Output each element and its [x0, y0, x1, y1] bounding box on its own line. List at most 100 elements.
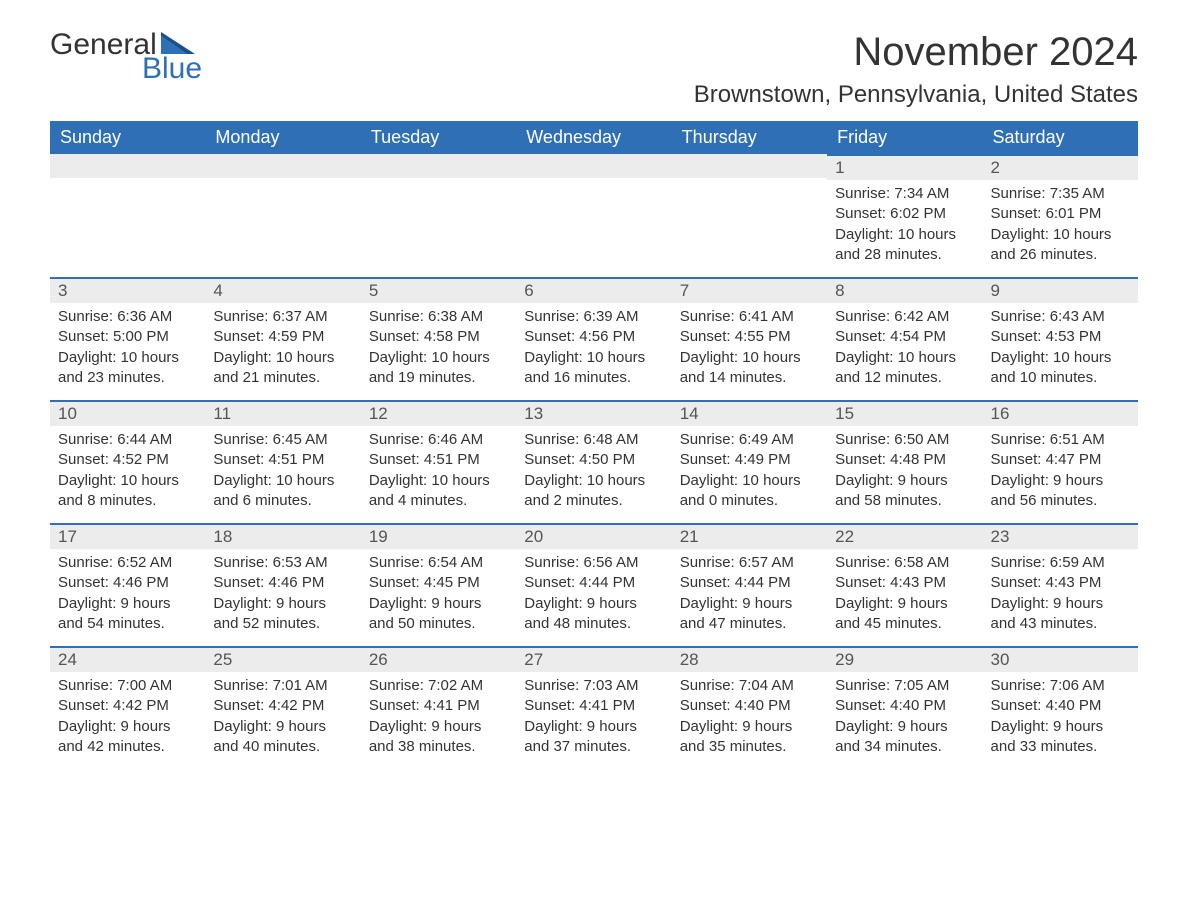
- sunrise-line: Sunrise: 6:38 AM: [369, 307, 508, 327]
- dow-sunday: Sunday: [50, 121, 205, 154]
- daylight-line: Daylight: 9 hours and 43 minutes.: [991, 594, 1130, 635]
- day-number: 24: [50, 648, 205, 672]
- day-cell-5: 5Sunrise: 6:38 AMSunset: 4:58 PMDaylight…: [361, 277, 516, 388]
- day-details: Sunrise: 6:48 AMSunset: 4:50 PMDaylight:…: [516, 426, 671, 511]
- empty-cell: [516, 154, 671, 265]
- days-of-week-header: SundayMondayTuesdayWednesdayThursdayFrid…: [50, 121, 1138, 154]
- day-cell-8: 8Sunrise: 6:42 AMSunset: 4:54 PMDaylight…: [827, 277, 982, 388]
- empty-daynum-bar: [205, 154, 360, 178]
- sunrise-line: Sunrise: 7:04 AM: [680, 676, 819, 696]
- sunrise-line: Sunrise: 6:50 AM: [835, 430, 974, 450]
- location: Brownstown, Pennsylvania, United States: [694, 81, 1138, 109]
- day-cell-1: 1Sunrise: 7:34 AMSunset: 6:02 PMDaylight…: [827, 154, 982, 265]
- sunset-line: Sunset: 4:58 PM: [369, 327, 508, 347]
- title-block: November 2024 Brownstown, Pennsylvania, …: [694, 30, 1138, 109]
- daylight-line: Daylight: 10 hours and 2 minutes.: [524, 471, 663, 512]
- day-details: Sunrise: 6:37 AMSunset: 4:59 PMDaylight:…: [205, 303, 360, 388]
- day-number: 6: [516, 279, 671, 303]
- day-details: Sunrise: 6:45 AMSunset: 4:51 PMDaylight:…: [205, 426, 360, 511]
- day-cell-13: 13Sunrise: 6:48 AMSunset: 4:50 PMDayligh…: [516, 400, 671, 511]
- day-cell-10: 10Sunrise: 6:44 AMSunset: 4:52 PMDayligh…: [50, 400, 205, 511]
- sunset-line: Sunset: 4:46 PM: [213, 573, 352, 593]
- dow-thursday: Thursday: [672, 121, 827, 154]
- empty-cell: [205, 154, 360, 265]
- sunset-line: Sunset: 4:42 PM: [213, 696, 352, 716]
- day-cell-27: 27Sunrise: 7:03 AMSunset: 4:41 PMDayligh…: [516, 646, 671, 757]
- sunset-line: Sunset: 5:00 PM: [58, 327, 197, 347]
- sunrise-line: Sunrise: 7:06 AM: [991, 676, 1130, 696]
- day-details: Sunrise: 7:00 AMSunset: 4:42 PMDaylight:…: [50, 672, 205, 757]
- day-number: 14: [672, 402, 827, 426]
- sunset-line: Sunset: 4:51 PM: [369, 450, 508, 470]
- day-cell-9: 9Sunrise: 6:43 AMSunset: 4:53 PMDaylight…: [983, 277, 1138, 388]
- sunrise-line: Sunrise: 7:05 AM: [835, 676, 974, 696]
- day-cell-12: 12Sunrise: 6:46 AMSunset: 4:51 PMDayligh…: [361, 400, 516, 511]
- day-cell-29: 29Sunrise: 7:05 AMSunset: 4:40 PMDayligh…: [827, 646, 982, 757]
- day-cell-6: 6Sunrise: 6:39 AMSunset: 4:56 PMDaylight…: [516, 277, 671, 388]
- sunset-line: Sunset: 4:41 PM: [369, 696, 508, 716]
- logo-word-general: General: [50, 30, 157, 60]
- sunrise-line: Sunrise: 6:39 AM: [524, 307, 663, 327]
- week-row: 1Sunrise: 7:34 AMSunset: 6:02 PMDaylight…: [50, 154, 1138, 265]
- sunrise-line: Sunrise: 6:51 AM: [991, 430, 1130, 450]
- sunset-line: Sunset: 4:55 PM: [680, 327, 819, 347]
- day-details: Sunrise: 7:05 AMSunset: 4:40 PMDaylight:…: [827, 672, 982, 757]
- week-row: 17Sunrise: 6:52 AMSunset: 4:46 PMDayligh…: [50, 523, 1138, 634]
- day-number: 20: [516, 525, 671, 549]
- sunrise-line: Sunrise: 6:42 AM: [835, 307, 974, 327]
- day-cell-16: 16Sunrise: 6:51 AMSunset: 4:47 PMDayligh…: [983, 400, 1138, 511]
- sunrise-line: Sunrise: 6:41 AM: [680, 307, 819, 327]
- sunrise-line: Sunrise: 7:00 AM: [58, 676, 197, 696]
- empty-cell: [672, 154, 827, 265]
- day-cell-24: 24Sunrise: 7:00 AMSunset: 4:42 PMDayligh…: [50, 646, 205, 757]
- sunset-line: Sunset: 4:46 PM: [58, 573, 197, 593]
- day-number: 27: [516, 648, 671, 672]
- sunrise-line: Sunrise: 6:53 AM: [213, 553, 352, 573]
- daylight-line: Daylight: 9 hours and 54 minutes.: [58, 594, 197, 635]
- day-details: Sunrise: 7:35 AMSunset: 6:01 PMDaylight:…: [983, 180, 1138, 265]
- day-cell-23: 23Sunrise: 6:59 AMSunset: 4:43 PMDayligh…: [983, 523, 1138, 634]
- day-details: Sunrise: 6:52 AMSunset: 4:46 PMDaylight:…: [50, 549, 205, 634]
- empty-daynum-bar: [50, 154, 205, 178]
- sunset-line: Sunset: 6:02 PM: [835, 204, 974, 224]
- day-details: Sunrise: 6:44 AMSunset: 4:52 PMDaylight:…: [50, 426, 205, 511]
- sunset-line: Sunset: 4:43 PM: [835, 573, 974, 593]
- day-cell-19: 19Sunrise: 6:54 AMSunset: 4:45 PMDayligh…: [361, 523, 516, 634]
- sunrise-line: Sunrise: 6:45 AM: [213, 430, 352, 450]
- day-number: 10: [50, 402, 205, 426]
- sunset-line: Sunset: 4:48 PM: [835, 450, 974, 470]
- sunset-line: Sunset: 4:44 PM: [680, 573, 819, 593]
- daylight-line: Daylight: 10 hours and 21 minutes.: [213, 348, 352, 389]
- daylight-line: Daylight: 9 hours and 47 minutes.: [680, 594, 819, 635]
- day-cell-3: 3Sunrise: 6:36 AMSunset: 5:00 PMDaylight…: [50, 277, 205, 388]
- sunset-line: Sunset: 4:42 PM: [58, 696, 197, 716]
- day-details: Sunrise: 6:39 AMSunset: 4:56 PMDaylight:…: [516, 303, 671, 388]
- day-details: Sunrise: 7:01 AMSunset: 4:42 PMDaylight:…: [205, 672, 360, 757]
- day-details: Sunrise: 6:38 AMSunset: 4:58 PMDaylight:…: [361, 303, 516, 388]
- day-number: 22: [827, 525, 982, 549]
- week-row: 24Sunrise: 7:00 AMSunset: 4:42 PMDayligh…: [50, 646, 1138, 757]
- sunrise-line: Sunrise: 6:49 AM: [680, 430, 819, 450]
- day-cell-14: 14Sunrise: 6:49 AMSunset: 4:49 PMDayligh…: [672, 400, 827, 511]
- week-row: 3Sunrise: 6:36 AMSunset: 5:00 PMDaylight…: [50, 277, 1138, 388]
- empty-cell: [361, 154, 516, 265]
- day-cell-28: 28Sunrise: 7:04 AMSunset: 4:40 PMDayligh…: [672, 646, 827, 757]
- daylight-line: Daylight: 9 hours and 48 minutes.: [524, 594, 663, 635]
- sunrise-line: Sunrise: 6:44 AM: [58, 430, 197, 450]
- sunset-line: Sunset: 4:44 PM: [524, 573, 663, 593]
- daylight-line: Daylight: 10 hours and 16 minutes.: [524, 348, 663, 389]
- sunrise-line: Sunrise: 7:35 AM: [991, 184, 1130, 204]
- day-cell-17: 17Sunrise: 6:52 AMSunset: 4:46 PMDayligh…: [50, 523, 205, 634]
- day-number: 13: [516, 402, 671, 426]
- day-number: 11: [205, 402, 360, 426]
- daylight-line: Daylight: 9 hours and 42 minutes.: [58, 717, 197, 758]
- day-details: Sunrise: 6:59 AMSunset: 4:43 PMDaylight:…: [983, 549, 1138, 634]
- sunset-line: Sunset: 4:40 PM: [835, 696, 974, 716]
- day-cell-15: 15Sunrise: 6:50 AMSunset: 4:48 PMDayligh…: [827, 400, 982, 511]
- day-cell-18: 18Sunrise: 6:53 AMSunset: 4:46 PMDayligh…: [205, 523, 360, 634]
- daylight-line: Daylight: 9 hours and 35 minutes.: [680, 717, 819, 758]
- day-details: Sunrise: 6:58 AMSunset: 4:43 PMDaylight:…: [827, 549, 982, 634]
- sunrise-line: Sunrise: 6:52 AM: [58, 553, 197, 573]
- day-cell-26: 26Sunrise: 7:02 AMSunset: 4:41 PMDayligh…: [361, 646, 516, 757]
- day-number: 16: [983, 402, 1138, 426]
